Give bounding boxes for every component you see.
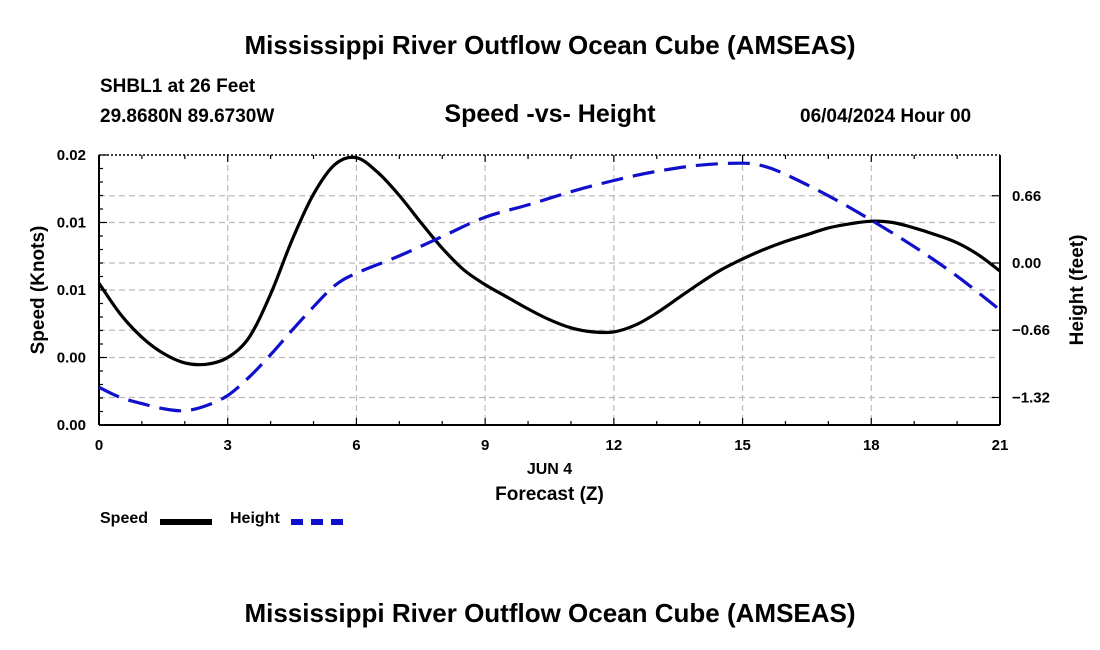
footer-title: Mississippi River Outflow Ocean Cube (AM…: [244, 598, 856, 628]
forecast-datetime: 06/04/2024 Hour 00: [800, 106, 972, 127]
y-axis-title-right: Height (feet): [1067, 235, 1088, 346]
legend-height-label: Height: [230, 510, 280, 527]
left-tick-label: 0.01: [57, 215, 86, 232]
x-tick-label: 9: [481, 437, 489, 454]
right-tick-label: 0.66: [1012, 188, 1041, 205]
x-axis-date-label: JUN 4: [527, 461, 572, 478]
x-tick-label: 21: [992, 437, 1009, 454]
left-tick-label: 0.00: [57, 350, 86, 367]
x-tick-label: 0: [95, 437, 103, 454]
legend-height-swatch: [291, 519, 343, 525]
speed-series-line: [97, 155, 1001, 367]
x-axis-title: Forecast (Z): [495, 484, 604, 505]
right-tick-label: 0.00: [1012, 255, 1041, 272]
left-tick-label: 0.01: [57, 282, 86, 299]
left-tick-label: 0.02: [57, 147, 86, 164]
height-series-line: [98, 161, 1001, 413]
page-title: Mississippi River Outflow Ocean Cube (AM…: [244, 30, 856, 60]
x-tick-label: 15: [734, 437, 751, 454]
x-tick-label: 18: [863, 437, 880, 454]
legend-speed-label: Speed: [100, 510, 149, 527]
x-tick-label: 3: [224, 437, 232, 454]
legend-speed-swatch: [160, 519, 212, 525]
chart-subtitle: Speed -vs- Height: [444, 100, 656, 128]
station-label: SHBL1 at 26 Feet: [100, 76, 256, 97]
station-coordinates: 29.8680N 89.6730W: [100, 106, 275, 127]
x-tick-label: 6: [352, 437, 360, 454]
right-tick-label: −0.66: [1012, 322, 1050, 339]
left-tick-label: 0.00: [57, 417, 86, 434]
x-tick-label: 12: [606, 437, 623, 454]
right-tick-label: −1.32: [1012, 389, 1050, 406]
y-axis-title-left: Speed (Knots): [28, 226, 49, 355]
